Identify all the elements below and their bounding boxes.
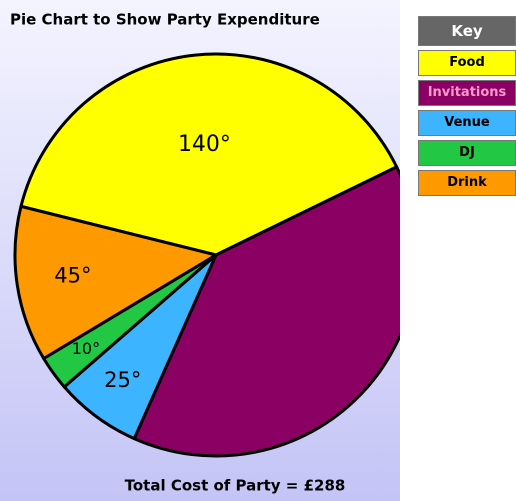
data-label: 45° [54,263,91,287]
data-label: 140° [178,132,231,157]
pie-slice [132,165,400,458]
footer: Total Cost of Party = £288 [125,477,346,495]
legend: Key Food Invitations Venue DJ Drink [418,16,516,200]
data-label: 10° [72,339,100,358]
legend-entry: Venue [418,110,516,136]
legend-entry: Drink [418,170,516,196]
chart-title: Pie Chart to Show Party Expenditure [10,11,320,29]
legend-entry: DJ [418,140,516,166]
pie-slice [19,52,399,257]
chart: Pie Chart to Show Party Expenditure Tota… [0,0,400,501]
data-label: 25° [104,368,141,392]
legend-entry: Food [418,50,516,76]
legend-title: Key [418,16,516,46]
legend-entry: Invitations [418,80,516,106]
pie-slice [13,204,218,361]
